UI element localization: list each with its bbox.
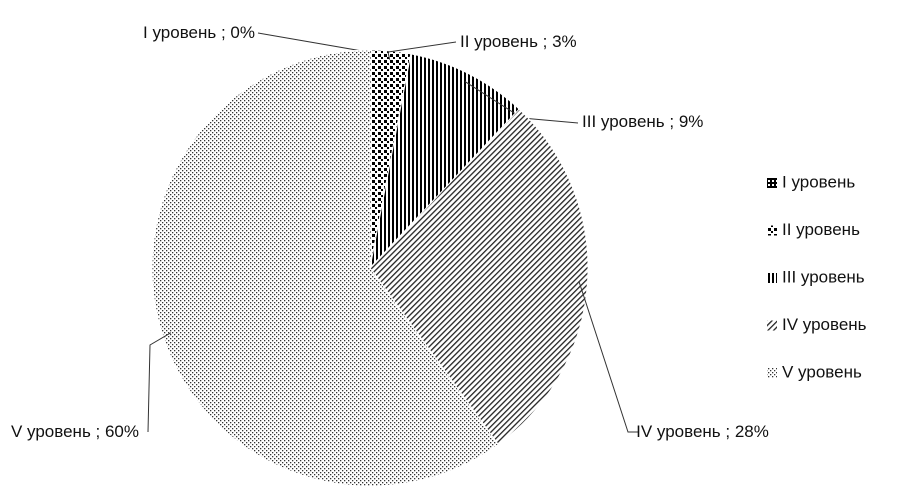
data-label: I уровень ; 0%	[143, 23, 255, 42]
legend-label: I уровень	[782, 172, 855, 191]
legend-swatch	[767, 320, 777, 331]
pie-slice	[369, 108, 589, 446]
leader-line	[147, 332, 172, 433]
legend-swatch	[767, 178, 777, 188]
legend-label: V уровень	[782, 362, 862, 381]
legend-swatch	[767, 225, 777, 236]
legend-swatch	[767, 273, 777, 283]
legend-label: IV уровень	[782, 315, 867, 334]
pie-slice	[369, 53, 520, 270]
data-label: III уровень ; 9%	[582, 112, 704, 131]
data-label: V уровень ; 60%	[10, 422, 139, 441]
leader-line	[387, 41, 457, 60]
data-label: II уровень ; 3%	[460, 32, 577, 51]
legend-label: II уровень	[782, 220, 860, 239]
legend-label: III уровень	[782, 267, 865, 286]
pie-slice	[151, 49, 499, 487]
data-label: IV уровень ; 28%	[636, 422, 769, 441]
legend-swatch	[767, 368, 777, 378]
leader-line	[578, 280, 638, 433]
